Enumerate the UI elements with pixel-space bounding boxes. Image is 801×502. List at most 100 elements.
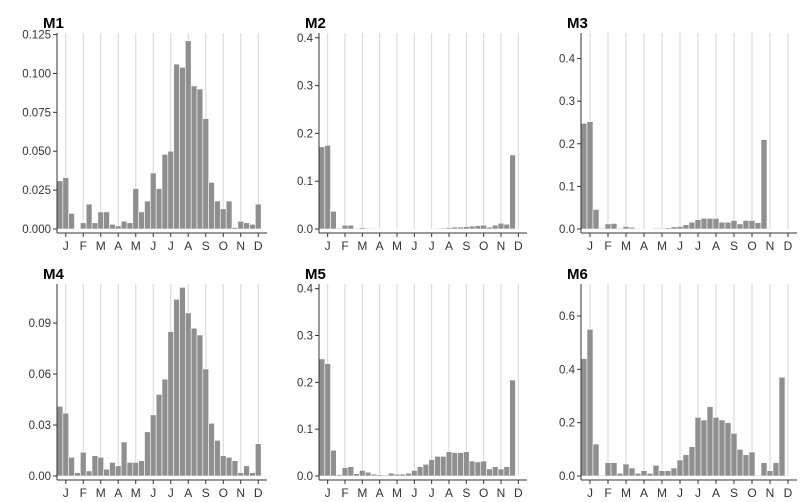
x-tick-label: J <box>677 486 683 500</box>
x-tick-label: J <box>63 486 69 500</box>
bar <box>97 211 104 230</box>
bar <box>255 443 262 477</box>
x-tick-label: D <box>784 486 793 500</box>
bar <box>225 457 233 477</box>
bar <box>652 465 660 477</box>
bar <box>616 473 624 477</box>
bar <box>196 88 204 230</box>
x-tick-label: J <box>168 239 174 253</box>
bar <box>364 228 372 230</box>
x-tick-label: M <box>657 239 667 253</box>
bar <box>736 449 744 477</box>
bar <box>382 474 389 477</box>
bar <box>144 431 151 477</box>
bar <box>190 85 198 230</box>
y-tick-label: 0.0 <box>559 224 575 236</box>
bar <box>62 177 69 230</box>
x-tick-label: F <box>80 486 87 500</box>
bar <box>428 459 435 477</box>
bar <box>700 419 708 477</box>
bar <box>604 223 612 230</box>
bar <box>330 211 337 230</box>
bar <box>324 363 331 477</box>
bar <box>658 227 666 230</box>
bar <box>179 66 186 230</box>
x-tick-label: M <box>357 239 367 253</box>
y-tick-label: 0.2 <box>297 377 313 389</box>
bar <box>463 451 470 477</box>
x-tick-label: A <box>114 486 122 500</box>
bar <box>492 466 499 477</box>
x-tick-label: J <box>695 239 701 253</box>
y-tick-label: 0.1 <box>297 176 313 188</box>
bar <box>474 225 482 230</box>
bar <box>688 221 696 230</box>
x-tick-label: D <box>254 239 263 253</box>
x-tick-label: N <box>497 239 506 253</box>
panel-5: M50.00.10.20.30.4J F M A M J J A S O N D <box>297 266 527 500</box>
bar <box>109 462 116 477</box>
panel-4: M40.000.030.060.09J F M A M J J A S O N D <box>29 266 267 500</box>
x-tick-label: D <box>514 486 523 500</box>
y-tick-label: 0.2 <box>559 139 575 151</box>
bar <box>676 459 684 477</box>
bar <box>682 454 690 477</box>
bar <box>103 468 110 477</box>
y-tick-label: 0.050 <box>22 146 51 158</box>
x-tick-label: J <box>587 239 593 253</box>
bar <box>658 470 666 477</box>
bar <box>634 228 642 230</box>
y-tick-label: 0.125 <box>22 30 51 42</box>
x-tick-label: N <box>497 486 506 500</box>
bar <box>161 154 169 230</box>
bar <box>155 188 163 230</box>
bar <box>91 222 99 230</box>
panel-title: M5 <box>305 266 326 283</box>
bar <box>592 209 600 230</box>
bar <box>628 467 636 477</box>
bar <box>208 423 215 477</box>
bar <box>778 377 786 477</box>
x-tick-label: N <box>766 239 775 253</box>
bar <box>492 224 499 230</box>
y-tick-label: 0.4 <box>559 54 576 66</box>
bar <box>760 462 768 477</box>
x-tick-label: S <box>730 486 738 500</box>
bar <box>359 470 366 477</box>
x-tick-label: A <box>376 239 384 253</box>
bar <box>664 470 672 477</box>
bar <box>225 200 233 230</box>
bar <box>616 227 624 230</box>
bar <box>185 40 192 230</box>
x-tick-label: S <box>202 239 210 253</box>
bar <box>580 358 588 477</box>
bar <box>451 226 458 230</box>
bar <box>196 334 204 477</box>
bar <box>347 224 354 230</box>
bar <box>161 378 169 477</box>
bar <box>202 118 209 230</box>
bar <box>324 145 331 230</box>
bar <box>468 225 476 230</box>
bar <box>347 466 354 477</box>
x-tick-label: N <box>236 239 245 253</box>
x-tick-label: F <box>341 239 348 253</box>
bar <box>742 220 750 230</box>
bar <box>712 417 720 477</box>
bar <box>173 63 180 230</box>
y-tick-label: 0.2 <box>297 128 313 140</box>
bar <box>474 461 482 477</box>
x-tick-label: J <box>411 239 417 253</box>
x-tick-label: J <box>325 239 331 253</box>
bar <box>330 449 337 477</box>
y-tick-label: 0.075 <box>22 107 51 119</box>
bar <box>422 463 430 477</box>
bar <box>179 287 186 477</box>
y-tick-label: 0.3 <box>297 331 313 343</box>
x-tick-label: M <box>131 239 141 253</box>
bar <box>370 228 378 230</box>
bar <box>706 406 714 477</box>
bar <box>682 224 690 230</box>
bar <box>56 406 64 477</box>
bar <box>353 473 360 477</box>
